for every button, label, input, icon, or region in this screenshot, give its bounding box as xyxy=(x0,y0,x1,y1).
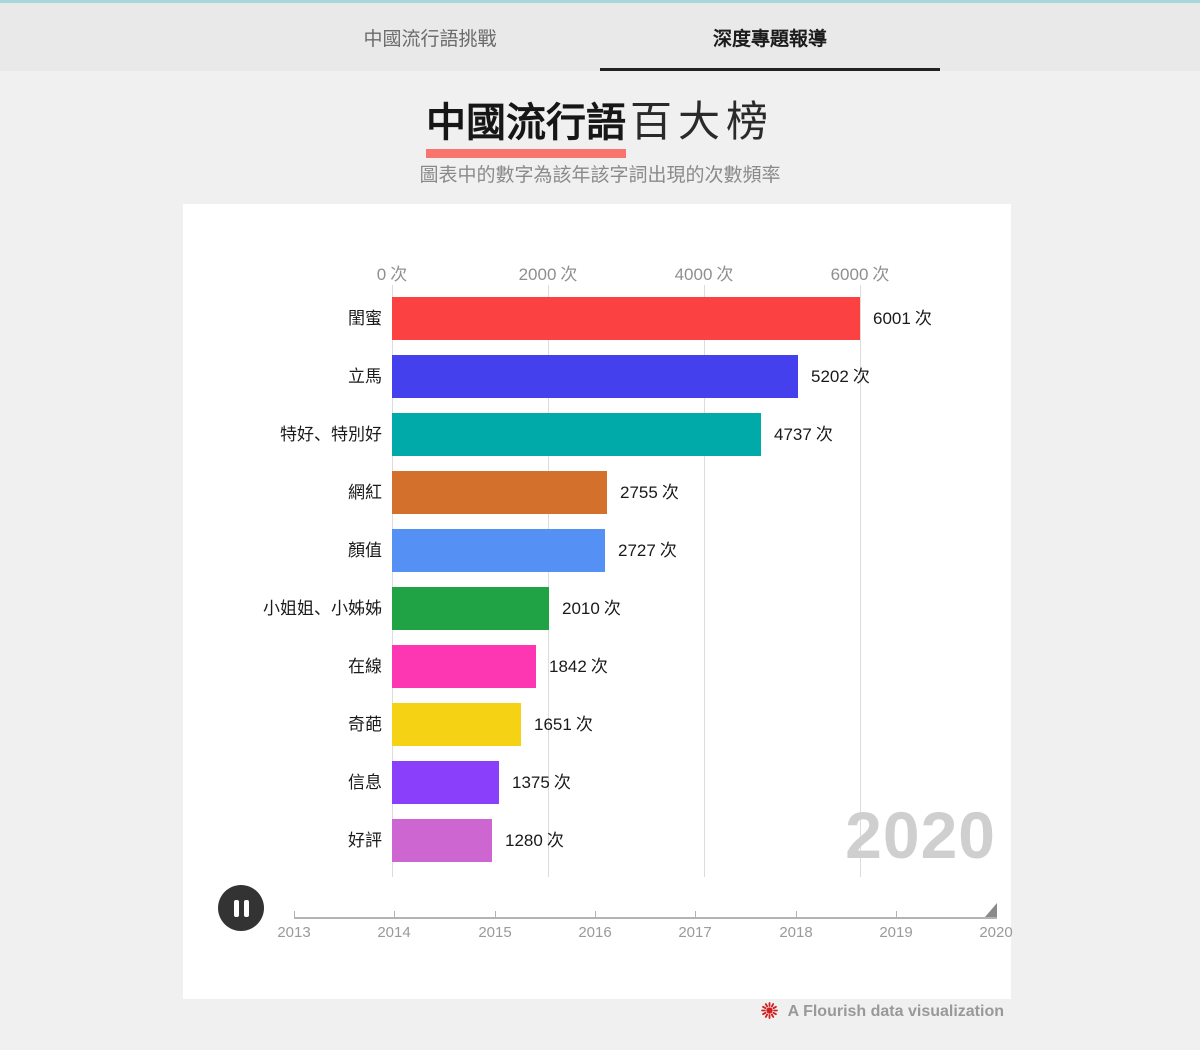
timeline-year-2016[interactable]: 2016 xyxy=(578,924,612,941)
pause-icon xyxy=(233,899,239,917)
pause-button[interactable] xyxy=(218,885,264,931)
value-label: 1280 次 xyxy=(505,831,564,850)
value-label: 1651 次 xyxy=(534,715,593,734)
attribution: A Flourish data visualization xyxy=(0,1002,1004,1021)
axis-tick-label: 6000 次 xyxy=(830,265,890,284)
category-label: 小姐姐、小姊姊 xyxy=(263,599,382,618)
category-label: 顏值 xyxy=(348,541,382,560)
timeline-tick xyxy=(695,911,696,918)
timeline-tick xyxy=(495,911,496,918)
tab-buzzword-challenge[interactable]: 中國流行語挑戰 xyxy=(260,3,600,71)
category-label: 特好、特別好 xyxy=(280,425,382,444)
bar-小姐姐、小姊姊 xyxy=(392,587,549,630)
timeline-year-2019[interactable]: 2019 xyxy=(879,924,913,941)
chart-card: 0 次 2000 次 4000 次 6000 次 2020 閨蜜 6001 次立馬 5202 次特好、… xyxy=(183,204,1013,999)
category-label: 好評 xyxy=(348,831,382,850)
timeline-track[interactable] xyxy=(294,917,997,919)
timeline-tick xyxy=(595,911,596,918)
bar-特好、特別好 xyxy=(392,413,761,456)
timeline-handle[interactable] xyxy=(985,903,997,917)
category-label: 奇葩 xyxy=(348,715,382,734)
timeline-tick xyxy=(896,911,897,918)
page-title-highlight: 中國流行語 xyxy=(425,90,626,158)
category-label: 在線 xyxy=(348,657,382,676)
tab-indepth-report[interactable]: 深度專題報導 xyxy=(600,3,940,71)
bar-奇葩 xyxy=(392,703,521,746)
category-label: 信息 xyxy=(348,773,382,792)
flourish-logo-icon xyxy=(760,1002,778,1019)
category-label: 網紅 xyxy=(348,483,382,502)
pause-icon xyxy=(243,899,249,917)
bar-網紅 xyxy=(392,471,607,514)
timeline-tick xyxy=(294,911,295,918)
page-title-rest: 百大榜 xyxy=(629,98,774,145)
timeline-year-2020[interactable]: 2020 xyxy=(979,924,1013,941)
timeline-year-2014[interactable]: 2014 xyxy=(377,924,411,941)
gridline xyxy=(392,285,393,877)
value-label: 2755 次 xyxy=(620,483,679,502)
value-label: 2010 次 xyxy=(562,599,621,618)
page-subtitle: 圖表中的數字為該年該字詞出現的次數頻率 xyxy=(419,165,781,186)
axis-tick-label: 4000 次 xyxy=(674,265,734,284)
tabs-container: 中國流行語挑戰 深度專題報導 xyxy=(260,3,940,71)
tab-label: 深度專題報導 xyxy=(712,28,827,50)
timeline-year-2017[interactable]: 2017 xyxy=(678,924,712,941)
bar-立馬 xyxy=(392,355,798,398)
gridline xyxy=(548,285,549,877)
timeline-tick xyxy=(394,911,395,918)
category-label: 閨蜜 xyxy=(348,309,382,328)
tab-label: 中國流行語挑戰 xyxy=(363,28,497,50)
value-label: 4737 次 xyxy=(774,425,833,444)
timeline-tick xyxy=(796,911,797,918)
timeline-year-2013[interactable]: 2013 xyxy=(277,924,311,941)
active-tab-underline xyxy=(600,68,940,71)
gridline xyxy=(704,285,705,877)
page-title: 中國流行語百大榜 xyxy=(0,88,1200,158)
bar-顏值 xyxy=(392,529,605,572)
tab-bar: 中國流行語挑戰 深度專題報導 xyxy=(0,3,1200,71)
timeline-year-2018[interactable]: 2018 xyxy=(779,924,813,941)
attribution-link[interactable]: A Flourish data visualization xyxy=(787,1003,1004,1020)
value-label: 2727 次 xyxy=(618,541,677,560)
timeline-year-2015[interactable]: 2015 xyxy=(478,924,512,941)
value-label: 6001 次 xyxy=(873,309,932,328)
bar-在線 xyxy=(392,645,536,688)
gridline xyxy=(860,285,861,877)
bar-閨蜜 xyxy=(392,297,860,340)
accent-strip xyxy=(0,0,1200,3)
year-watermark: 2020 xyxy=(845,798,996,872)
bar-好評 xyxy=(392,819,492,862)
bar-信息 xyxy=(392,761,499,804)
axis-tick-label: 2000 次 xyxy=(518,265,578,284)
value-label: 1375 次 xyxy=(512,773,571,792)
value-label: 1842 次 xyxy=(549,657,608,676)
value-label: 5202 次 xyxy=(811,367,870,386)
category-label: 立馬 xyxy=(348,367,382,386)
